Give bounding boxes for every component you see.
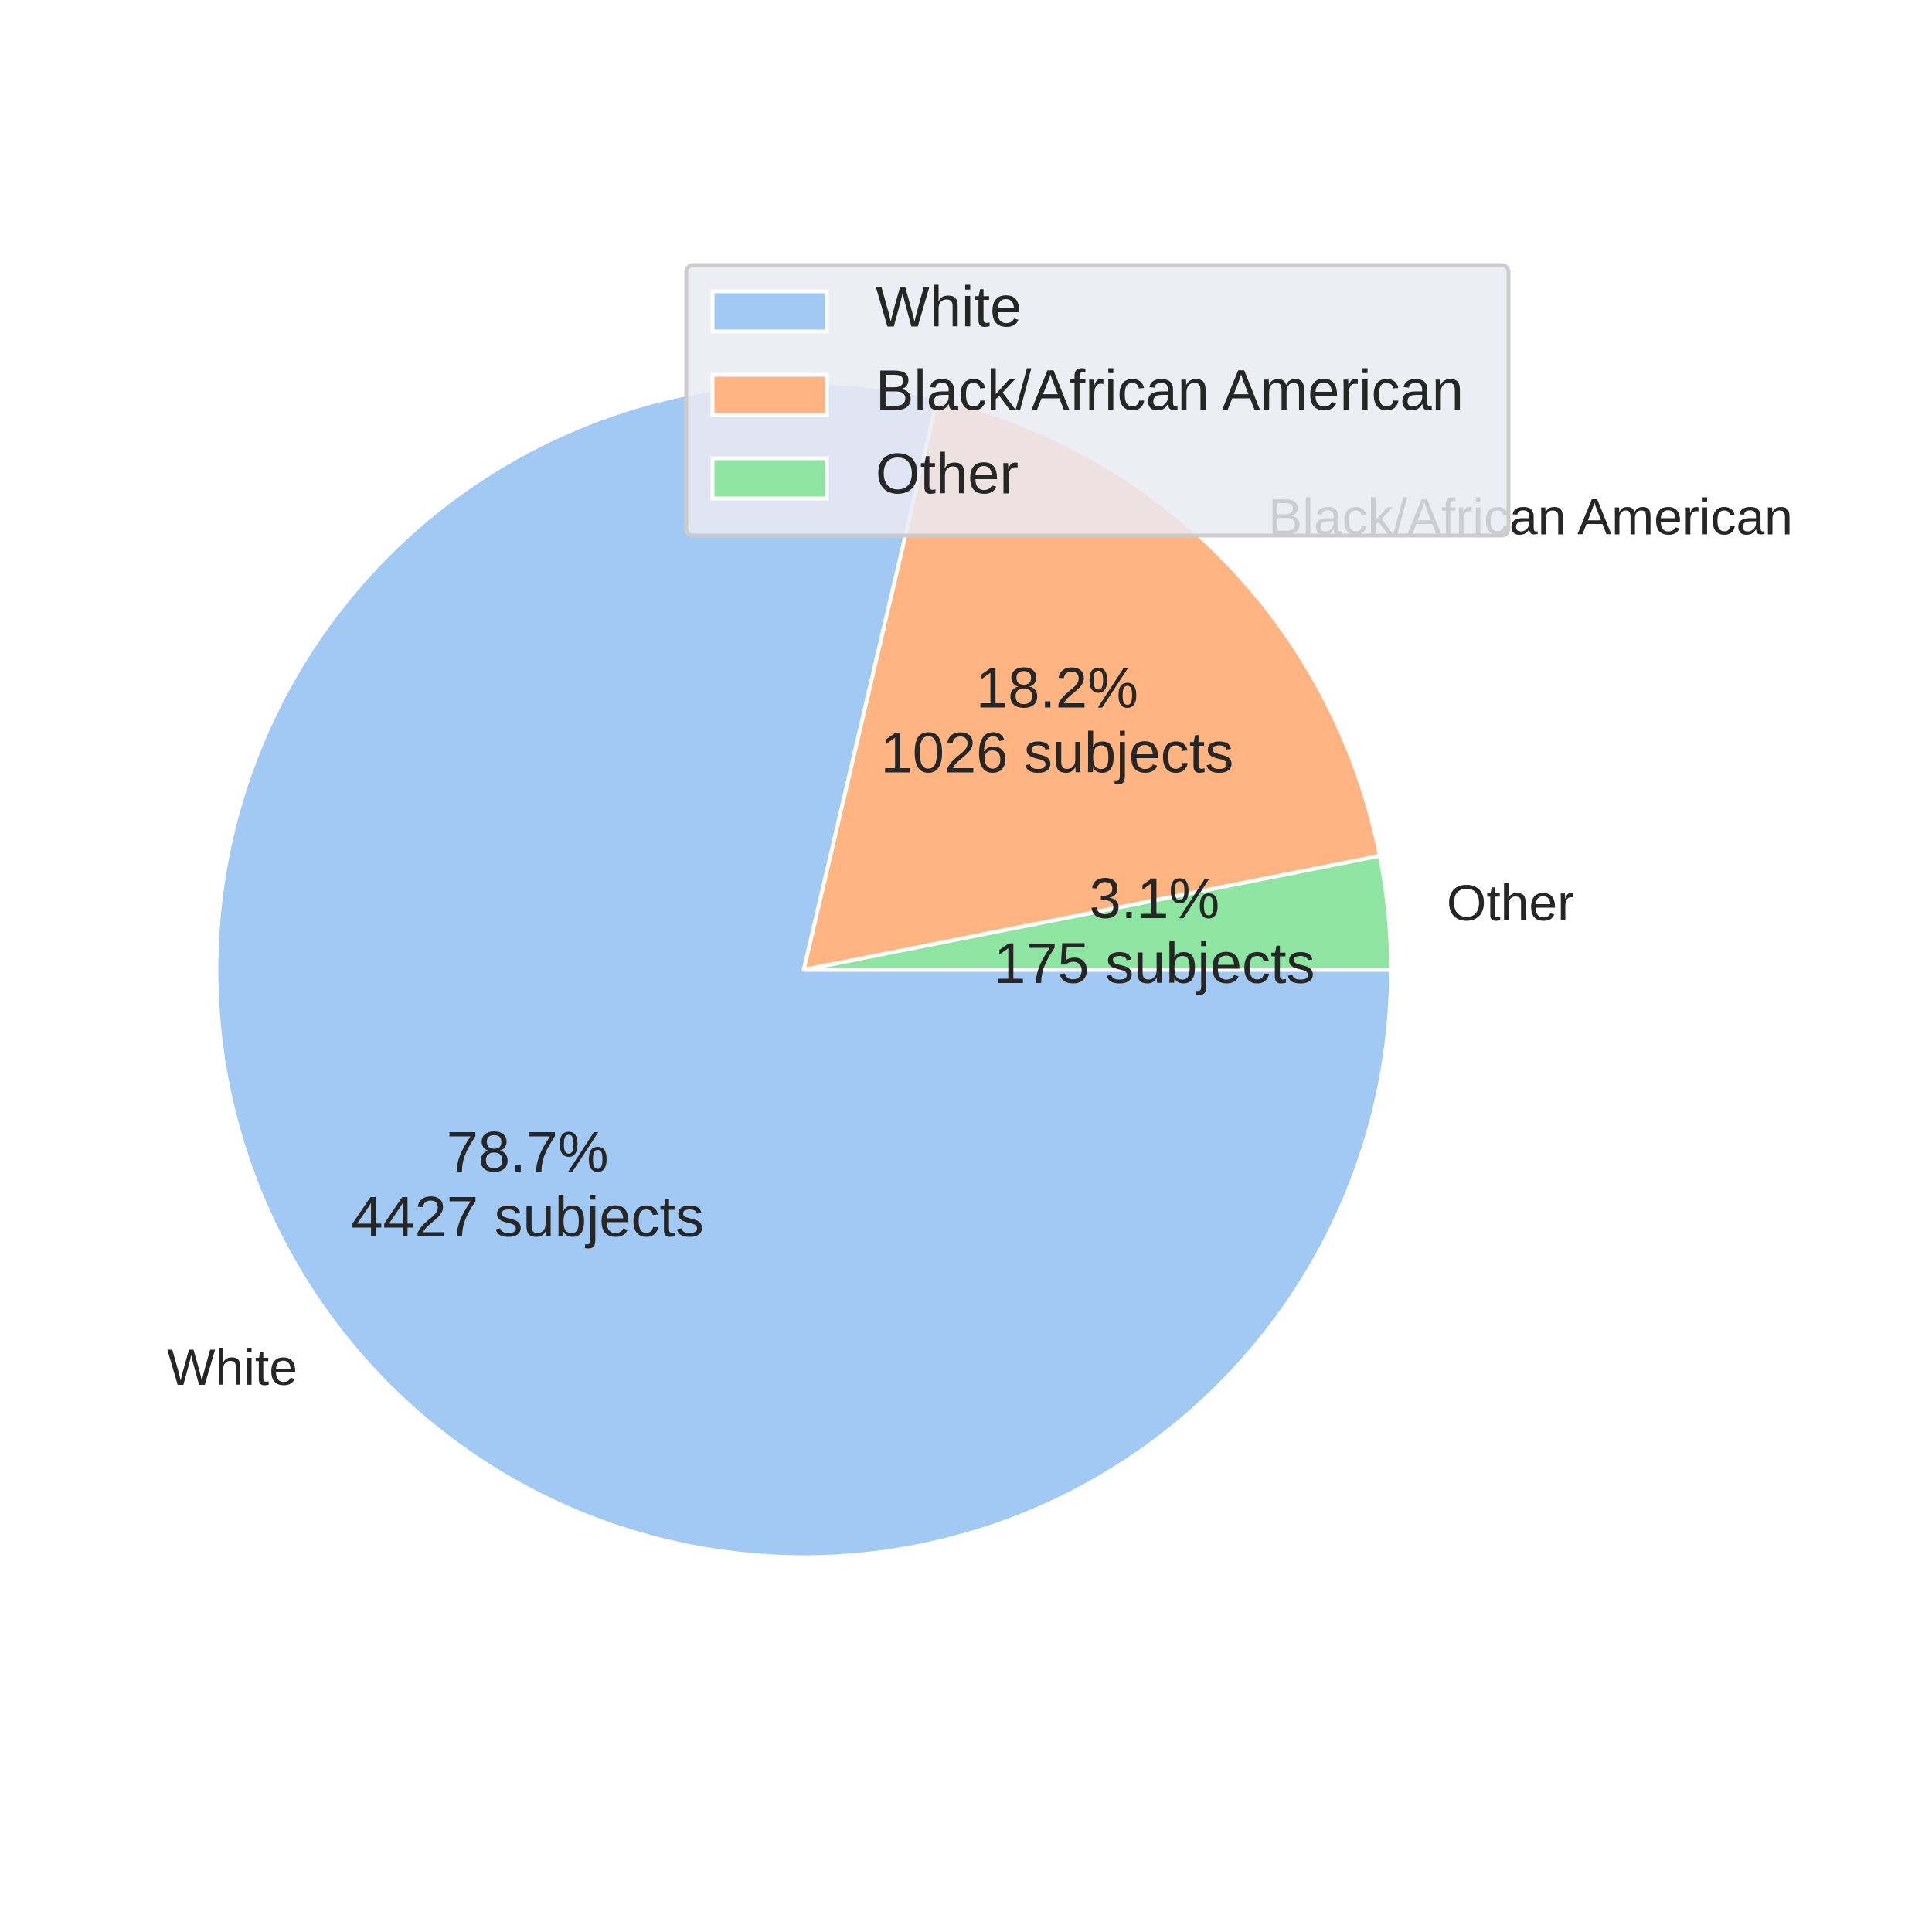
slice-label-other: Other bbox=[1447, 874, 1574, 931]
slice-label-white: White bbox=[167, 1338, 298, 1396]
legend-frame bbox=[684, 263, 1511, 538]
slice-count-other: 175 subjects bbox=[994, 931, 1315, 995]
slice-count-white: 4427 subjects bbox=[351, 1185, 704, 1249]
pie-slice-other bbox=[801, 853, 1393, 972]
legend-label-other: Other bbox=[876, 442, 1019, 506]
legend-label-black-african-american: Black/African American bbox=[876, 359, 1464, 423]
slice-percent-white: 78.7% bbox=[447, 1120, 609, 1184]
legend-label-white: White bbox=[876, 275, 1022, 339]
legend-swatch-black-african-american bbox=[710, 372, 829, 417]
legend-entries: White Black/African American Other bbox=[710, 275, 1464, 506]
pie-slices bbox=[214, 380, 1393, 1560]
legend-swatch-white bbox=[710, 289, 829, 334]
legend-swatch-other bbox=[710, 456, 829, 501]
legend: White Black/African American Other bbox=[684, 263, 1511, 538]
percent-labels: 78.7%4427 subjects 18.2%1026 subjects 3.1%… bbox=[351, 656, 1315, 1249]
slice-percent-other: 3.1% bbox=[1089, 866, 1219, 930]
slice-count-black-african-american: 1026 subjects bbox=[881, 721, 1234, 785]
slice-percent-black-african-american: 18.2% bbox=[976, 656, 1138, 720]
